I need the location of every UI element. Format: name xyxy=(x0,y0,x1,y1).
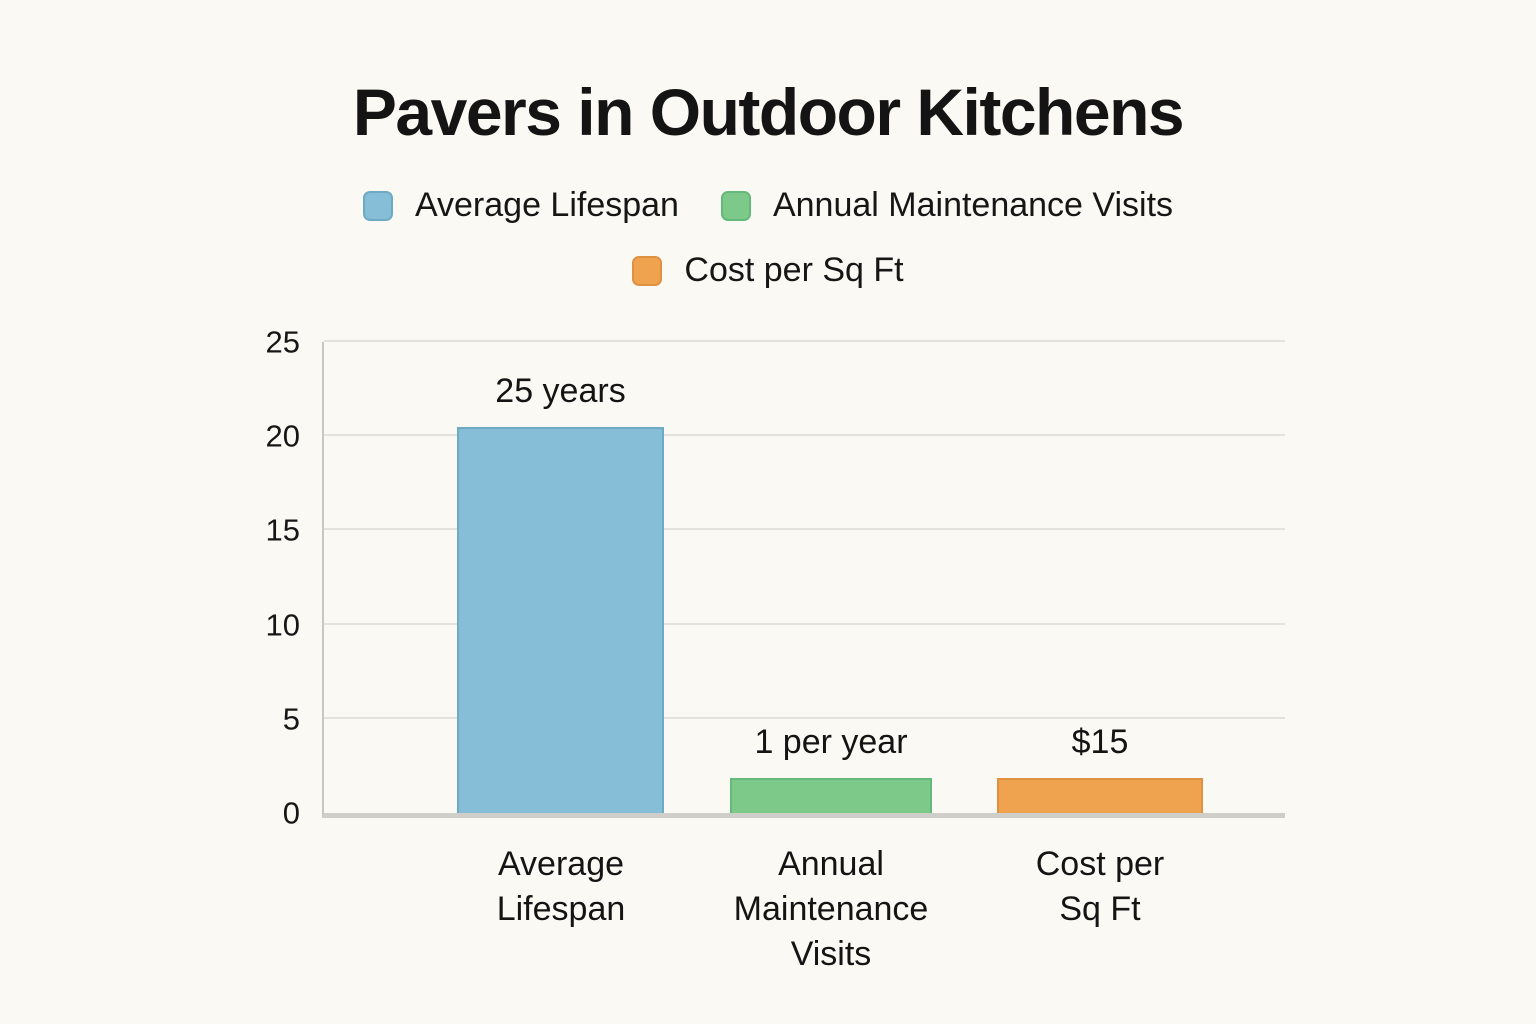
legend: Average Lifespan Annual Maintenance Visi… xyxy=(0,186,1536,316)
legend-label: Cost per Sq Ft xyxy=(684,251,904,289)
x-axis-label-annual-maintenance-visits: Annual Maintenance Visits xyxy=(733,845,929,973)
legend-swatch-cost-per-sq-ft xyxy=(632,255,663,286)
bar-column-average-lifespan: 25 years xyxy=(457,342,664,813)
legend-swatch-annual-maintenance-visits xyxy=(720,190,751,221)
bar-column-cost-per-sq-ft: $15 xyxy=(997,342,1203,813)
bar-value-label: $15 xyxy=(1071,723,1129,762)
legend-label: Average Lifespan xyxy=(414,186,679,224)
x-axis-label-cost-per-sq-ft: Cost per Sq Ft xyxy=(1035,845,1165,928)
bar-value-label: 25 years xyxy=(495,371,626,410)
gridline xyxy=(324,716,1285,719)
plot-area: 25 years 1 per year $15 Average Lifespan… xyxy=(266,327,1285,973)
bar-average-lifespan xyxy=(457,426,664,813)
legend-row-1: Average Lifespan Annual Maintenance Visi… xyxy=(0,186,1536,225)
bar-column-annual-maintenance-visits: 1 per year xyxy=(730,342,932,813)
y-axis-tick-label: 5 xyxy=(282,701,300,737)
bar-annual-maintenance-visits xyxy=(730,778,932,813)
gridline xyxy=(324,340,1285,342)
gridline xyxy=(324,434,1285,437)
y-axis-tick-label: 20 xyxy=(265,418,300,454)
legend-item-cost-per-sq-ft: Cost per Sq Ft xyxy=(632,251,904,290)
y-axis-tick-label: 25 xyxy=(265,324,300,360)
chart-title: Pavers in Outdoor Kitchens xyxy=(352,75,1185,149)
legend-label: Annual Maintenance Visits xyxy=(772,186,1174,224)
x-axis-label-average-lifespan: Average Lifespan xyxy=(496,845,626,928)
gridline xyxy=(324,622,1285,625)
bar-value-label: 1 per year xyxy=(754,723,908,762)
legend-row-2: Cost per Sq Ft xyxy=(0,251,1536,290)
y-axis-tick-label: 10 xyxy=(265,607,300,643)
y-axis-tick-label: 0 xyxy=(282,795,300,831)
legend-item-annual-maintenance-visits: Annual Maintenance Visits xyxy=(720,186,1174,225)
bar-cost-per-sq-ft xyxy=(997,778,1203,813)
y-axis-tick-label: 15 xyxy=(265,512,300,548)
gridline xyxy=(324,528,1285,531)
legend-swatch-average-lifespan xyxy=(362,190,393,221)
legend-item-average-lifespan: Average Lifespan xyxy=(362,186,679,225)
